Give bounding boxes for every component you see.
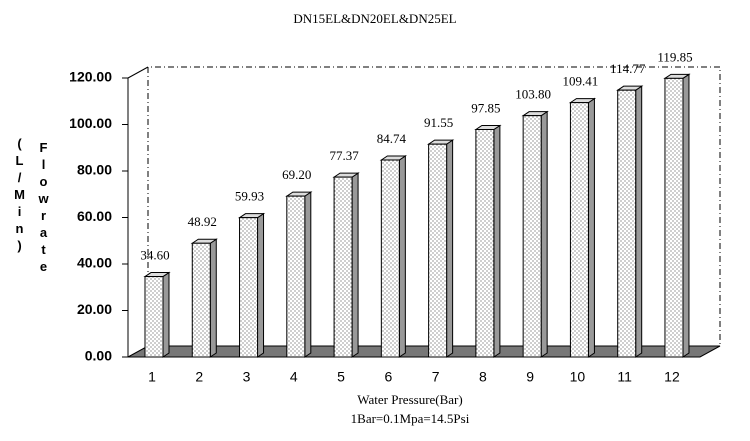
bar-front [239, 217, 259, 358]
value-label: 91.55 [424, 115, 453, 130]
bar-side [351, 172, 359, 358]
value-label: 69.20 [282, 167, 311, 182]
y-tick-label: 60.00 [77, 208, 112, 224]
bar-front [569, 102, 589, 358]
bar-front [286, 195, 306, 358]
y-tick-label: 100.00 [69, 115, 112, 131]
bar-front [191, 242, 211, 358]
bar [663, 73, 691, 358]
x-axis-label: Water Pressure(Bar) [357, 392, 462, 407]
bar-front [333, 176, 353, 358]
y-axis-unit: (L/Min) [12, 136, 27, 255]
value-label: 59.93 [235, 189, 264, 204]
bar-side [257, 212, 265, 358]
value-label: 48.92 [188, 214, 217, 229]
y-tick-label: 0.00 [85, 348, 112, 364]
x-tick-label: 6 [384, 369, 392, 385]
bar-front [522, 115, 542, 358]
y-tick-label: 80.00 [77, 162, 112, 178]
x-tick-label: 1 [148, 369, 156, 385]
value-label: 114.77 [610, 61, 646, 76]
bar [285, 191, 313, 358]
x-tick-label: 10 [570, 369, 586, 385]
y-tick-label: 120.00 [69, 69, 112, 85]
bar-side [635, 85, 643, 358]
bar [474, 124, 502, 358]
value-label: 119.85 [657, 49, 692, 64]
note: 1Bar=0.1Mpa=14.5Psi [351, 411, 470, 426]
bar-side [398, 155, 406, 358]
x-tick-label: 3 [243, 369, 251, 385]
x-tick-label: 2 [195, 369, 203, 385]
x-tick-label: 9 [526, 369, 534, 385]
value-label: 109.41 [563, 74, 599, 89]
value-label: 103.80 [515, 87, 551, 102]
y-tick-label: 20.00 [77, 301, 112, 317]
bar-front [380, 159, 400, 358]
value-label: 97.85 [471, 100, 500, 115]
bar-side [209, 238, 217, 358]
bar-side [304, 191, 312, 358]
bar [143, 271, 171, 358]
value-label: 77.37 [329, 148, 359, 163]
back-wall [147, 66, 721, 346]
x-tick-label: 4 [290, 369, 298, 385]
bar-front [428, 143, 448, 358]
bar-front [475, 128, 495, 358]
bar [237, 212, 266, 358]
chart-title: DN15EL&DN20EL&DN25EL [293, 11, 456, 26]
bar-front [617, 89, 637, 358]
bar [190, 238, 218, 358]
bar-side [682, 73, 690, 358]
bar [521, 110, 549, 358]
bar-front [144, 276, 164, 358]
value-label: 34.60 [140, 248, 169, 263]
bar [379, 155, 408, 358]
x-tick-label: 11 [617, 369, 632, 385]
x-tick-label: 7 [432, 369, 440, 385]
y-tick-label: 40.00 [77, 255, 112, 271]
bar [332, 172, 360, 358]
bar-side [446, 139, 454, 358]
bar [568, 97, 597, 358]
value-label: 84.74 [377, 131, 407, 146]
bar [616, 85, 644, 358]
x-tick-label: 5 [337, 369, 345, 385]
x-tick-label: 12 [664, 369, 680, 385]
bar-front [664, 77, 684, 358]
bar-side [162, 271, 170, 358]
y-axis-label: Flowrate [36, 140, 51, 276]
bar-side [587, 97, 595, 358]
bar [426, 139, 455, 358]
x-tick-label: 8 [479, 369, 487, 385]
axis-edge [127, 66, 149, 79]
bar-side [540, 110, 548, 358]
bar-side [493, 124, 501, 358]
